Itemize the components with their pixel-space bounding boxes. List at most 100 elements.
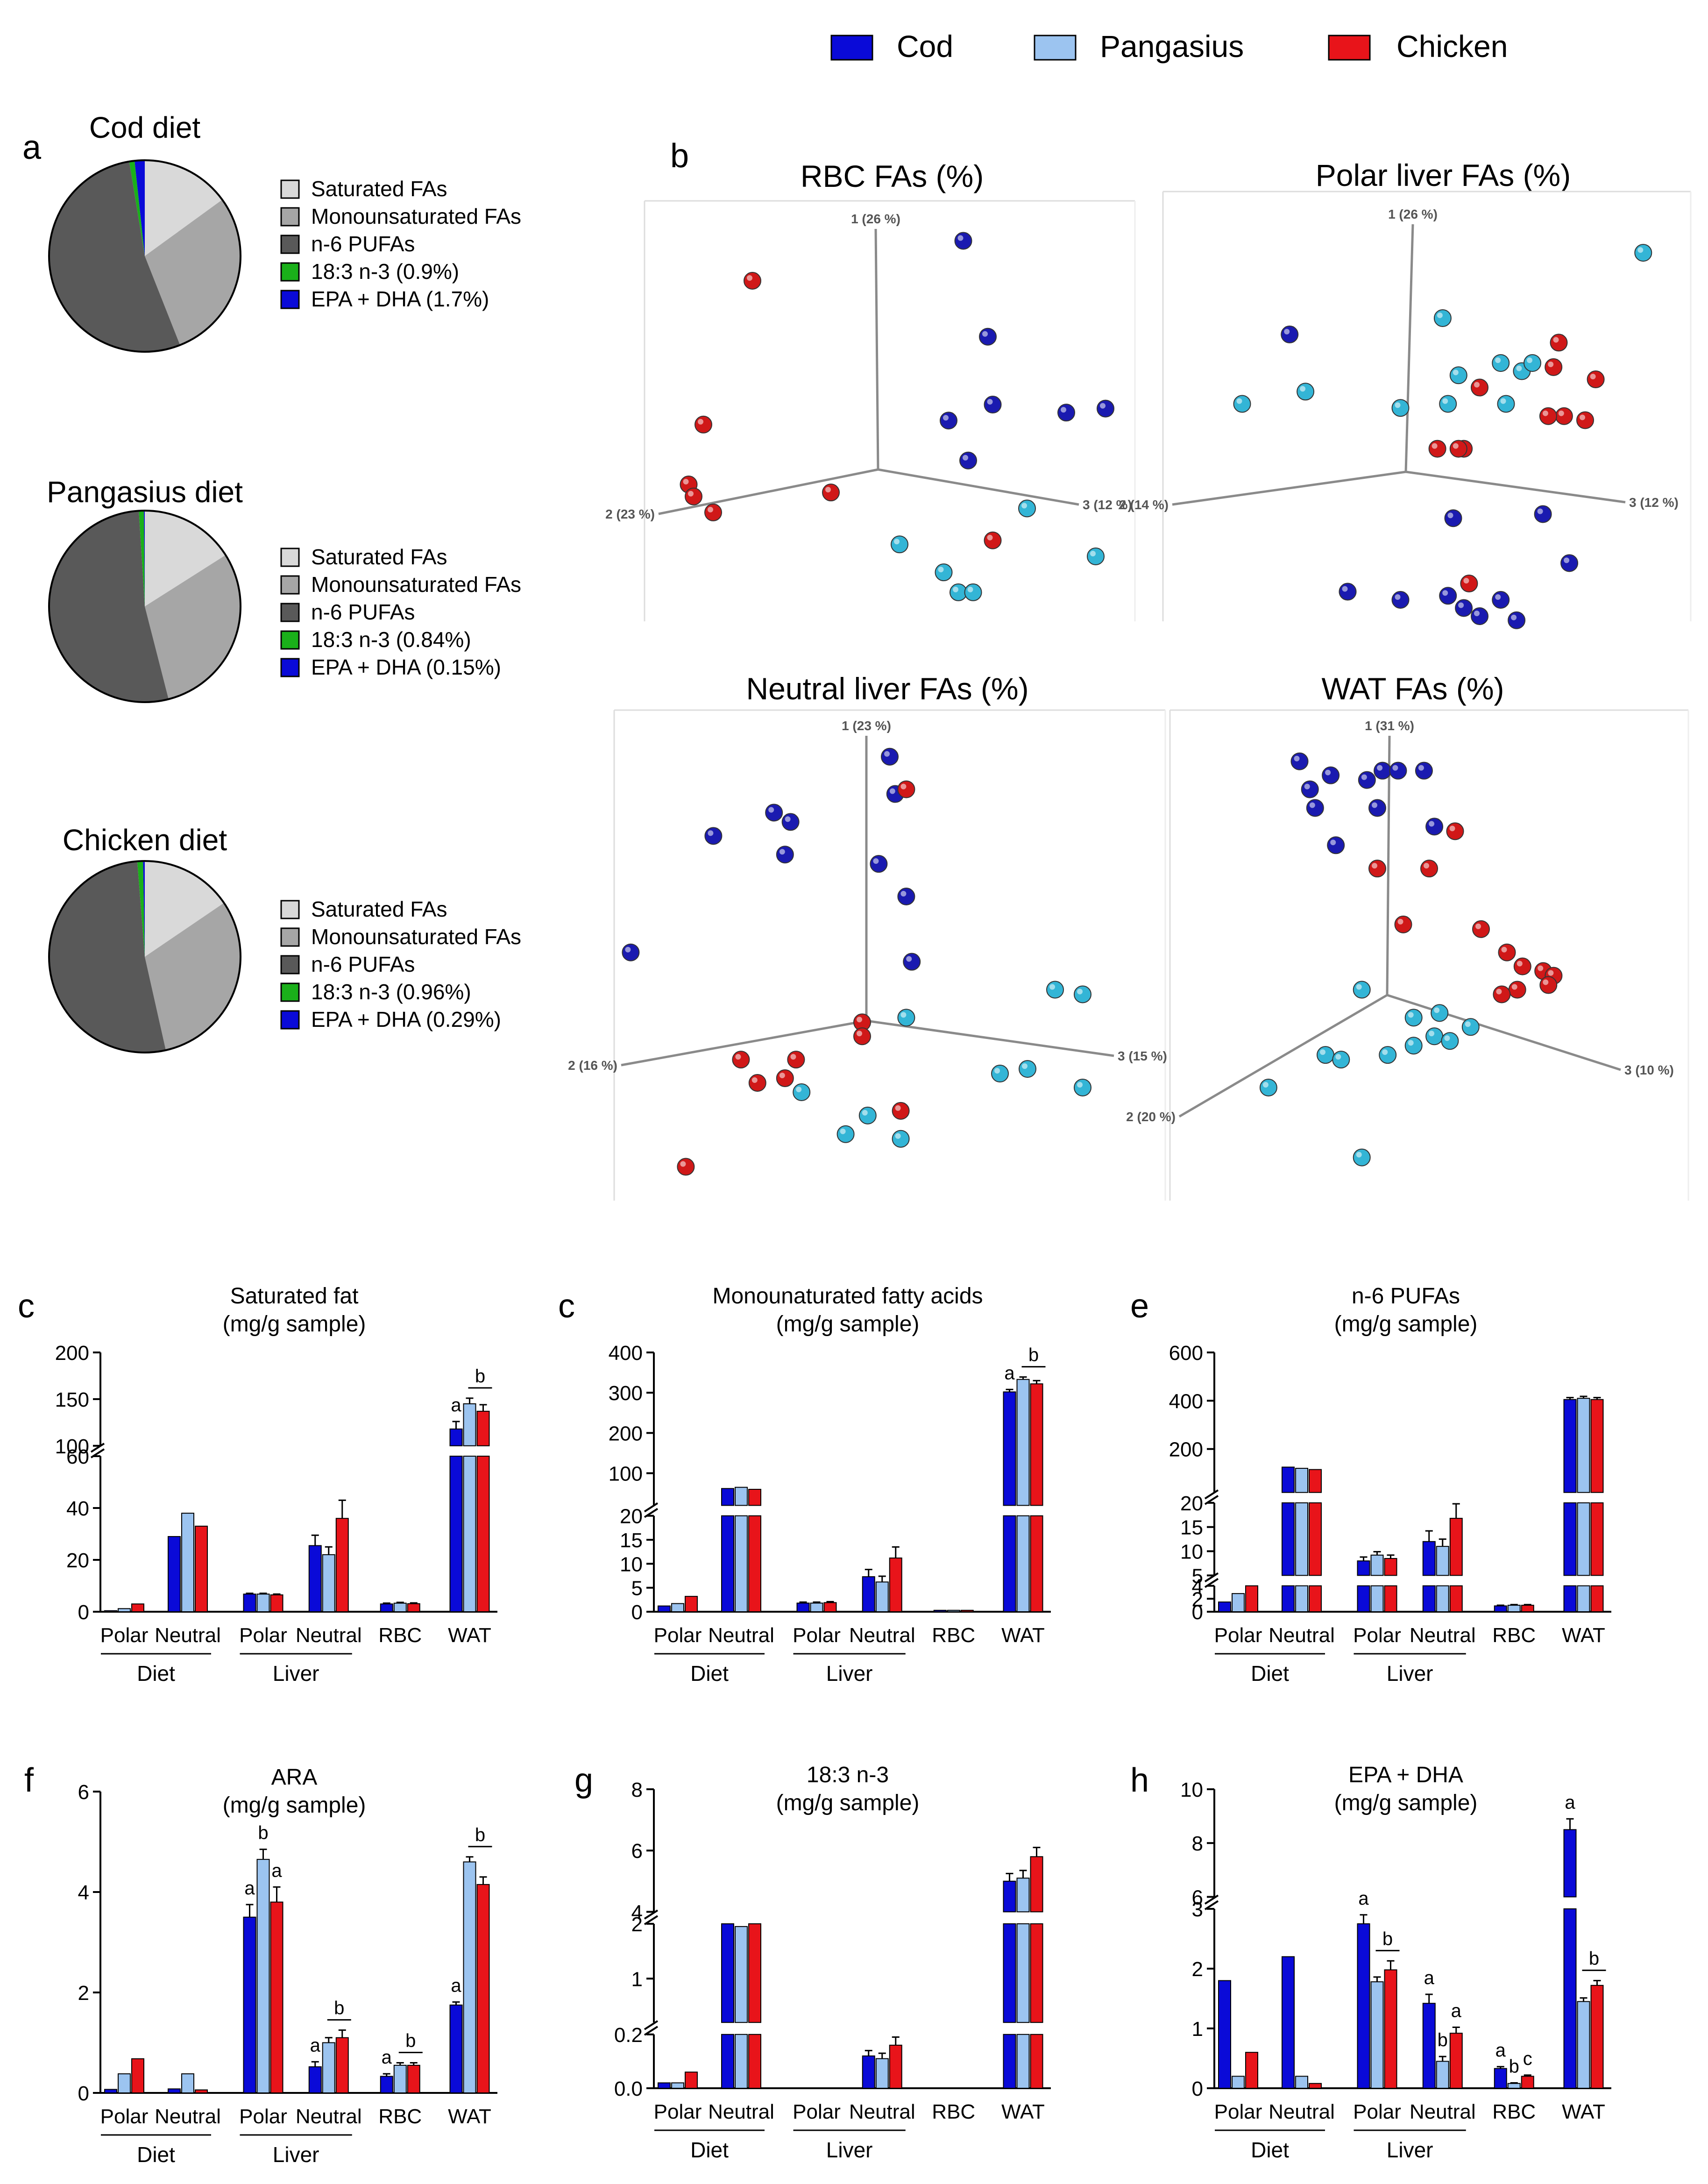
pca-point-pangasius: [1492, 354, 1510, 372]
pie-slice: [137, 861, 145, 957]
pca-axis1-label: 1 (31 %): [1365, 719, 1414, 733]
bar-chart-ylabel: (mg/g sample): [1334, 1312, 1478, 1337]
bar-pangasius: [1016, 1923, 1030, 2023]
bar-pangasius: [1370, 1981, 1384, 2089]
pca-axis-2: [1172, 470, 1406, 506]
pca-point-cod-highlight: [708, 830, 714, 836]
pca-point-chicken-highlight: [1511, 984, 1517, 990]
pca-point-cod-highlight: [963, 455, 968, 461]
pca-point-pangasius: [897, 1009, 915, 1027]
pca-point-chicken-highlight: [1542, 410, 1548, 416]
bar-chicken: [748, 1488, 761, 1506]
pca-point-chicken: [1587, 370, 1605, 389]
bar-pangasius: [1577, 2001, 1590, 2089]
bar-chicken: [1030, 1856, 1043, 1913]
bar-pangasius: [1507, 2083, 1521, 2089]
pca-point-chicken: [748, 1074, 766, 1092]
x-tick-label: RBC: [378, 2105, 422, 2128]
x-tick-label: Neutral: [1269, 1624, 1335, 1647]
pca-point-chicken: [1446, 822, 1464, 840]
pie-slice: [145, 903, 241, 1050]
bar-chicken: [270, 1901, 283, 2093]
y-tick-label: 10: [1180, 1779, 1203, 1801]
y-tick-label: 6: [78, 1781, 89, 1804]
pca-point-pangasius: [1431, 1004, 1449, 1022]
pca-point-chicken: [1555, 407, 1573, 425]
y-tick-label: 1: [1192, 2018, 1203, 2041]
bar-pangasius: [1016, 1515, 1030, 1612]
group-label: Liver: [273, 1661, 319, 1686]
pca-point-pangasius-highlight: [1090, 550, 1096, 556]
pca-point-cod-highlight: [957, 235, 964, 241]
pca-axis-1: [1404, 224, 1414, 472]
pca-axis1-label: 1 (26 %): [1388, 207, 1438, 221]
bar-cod: [104, 1610, 117, 1613]
group-label: Diet: [1251, 1661, 1289, 1686]
pca-point-pangasius-highlight: [894, 539, 900, 545]
pie-legend-swatch: [280, 630, 300, 650]
bar-chicken: [1449, 2033, 1463, 2089]
pca-point-pangasius-highlight: [1356, 984, 1362, 990]
pca-point-pangasius: [836, 1125, 855, 1143]
pca-title: Neutral liver FAs (%): [746, 671, 1028, 706]
bar-pangasius: [463, 1861, 476, 2093]
x-tick-label: Polar: [239, 2105, 287, 2128]
x-tick-label: RBC: [932, 2100, 975, 2123]
bar-cod: [1218, 1980, 1231, 2089]
bar-chicken: [1309, 2083, 1322, 2089]
bar-pangasius: [322, 2042, 335, 2093]
bar-cod: [449, 2004, 463, 2093]
bar-chart-title: EPA + DHA: [1348, 1763, 1463, 1787]
axis-break-mark: [1204, 1578, 1219, 1588]
pca-point-chicken-highlight: [1558, 410, 1564, 416]
pca-point-pangasius: [1404, 1037, 1423, 1055]
pca-axis3-label: 3 (12 %): [1629, 495, 1679, 510]
sig-letter: b: [1438, 2030, 1448, 2050]
bar-chicken: [407, 1603, 420, 1612]
bar-cod: [796, 1602, 810, 1613]
pca-axis-2: [621, 1019, 867, 1067]
pca-point-pangasius-highlight: [953, 586, 958, 592]
pca-point-chicken-highlight: [1449, 825, 1455, 832]
pca-point-chicken-highlight: [698, 419, 703, 425]
pca-point-cod-highlight: [1447, 512, 1453, 519]
pca-axis-2: [1178, 994, 1388, 1118]
pca-point-pangasius-highlight: [1637, 247, 1644, 253]
pca-point-pangasius: [1074, 985, 1091, 1003]
bar-cod: [449, 1428, 463, 1446]
bar-cod: [1357, 1560, 1370, 1576]
pca-point-pangasius-highlight: [1444, 1035, 1450, 1041]
bar-pangasius: [256, 1859, 270, 2093]
sig-letter: a: [1565, 1792, 1575, 1813]
bar-chicken: [1030, 1515, 1043, 1612]
pca-point-pangasius: [1046, 981, 1064, 999]
panel-letter-c1: c: [18, 1288, 35, 1325]
x-tick-label: Polar: [793, 1624, 841, 1647]
bar-cod: [1218, 1601, 1231, 1612]
bar-chicken: [335, 2037, 349, 2093]
pca-axis2-label: 2 (23 %): [605, 507, 655, 521]
panel-letter-g: g: [574, 1762, 593, 1799]
sig-letter: a: [310, 2035, 321, 2056]
x-tick-label: WAT: [1001, 1624, 1045, 1647]
pca-point-chicken: [822, 484, 840, 502]
y-tick-label: 0.0: [614, 2077, 643, 2100]
pca-point-cod-highlight: [1418, 765, 1424, 771]
bar-pangasius: [671, 1603, 684, 1612]
x-tick-label: WAT: [1562, 2100, 1605, 2123]
x-tick-label: Neutral: [708, 1624, 774, 1647]
y-tick-label: 20: [620, 1505, 643, 1528]
bar-cod: [1494, 1605, 1507, 1612]
x-tick-label: Polar: [100, 1624, 149, 1647]
axis-break-mark: [644, 1909, 659, 1920]
pca-point-pangasius: [1019, 1060, 1036, 1078]
y-tick-label: 4: [631, 1901, 643, 1924]
y-tick-label: 0: [78, 1601, 89, 1624]
y-tick-label: 200: [55, 1342, 89, 1365]
pca-point-pangasius: [1018, 499, 1036, 518]
pie-outline: [48, 860, 241, 1053]
pca-axis3-label: 3 (12 %): [1083, 498, 1132, 512]
pca-point-chicken-highlight: [1548, 361, 1554, 367]
pca-point-pangasius-highlight: [1495, 357, 1501, 363]
pca-point-chicken: [1539, 407, 1557, 425]
